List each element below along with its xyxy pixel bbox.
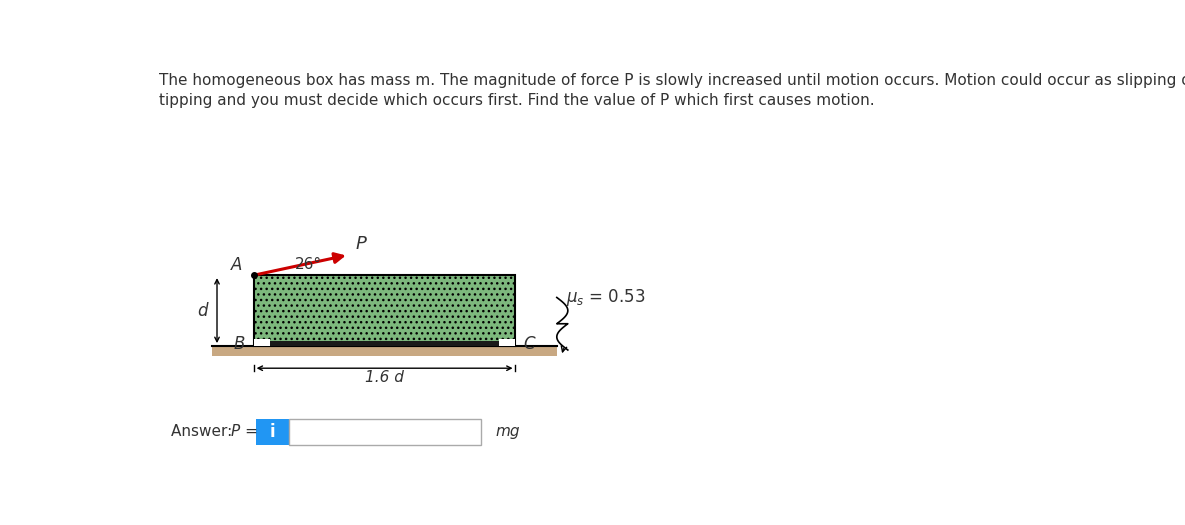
Bar bbox=[499, 339, 515, 346]
Text: i: i bbox=[270, 423, 275, 441]
Text: The homogeneous box has mass m. The magnitude of force P is slowly increased unt: The homogeneous box has mass m. The magn… bbox=[159, 73, 1185, 88]
Text: tipping and you must decide which occurs first. Find the value of P which first : tipping and you must decide which occurs… bbox=[159, 93, 875, 108]
Text: d: d bbox=[198, 301, 207, 320]
Text: P: P bbox=[356, 235, 366, 253]
Text: $\mu_s$ = 0.53: $\mu_s$ = 0.53 bbox=[566, 287, 646, 308]
Text: 1.6 d: 1.6 d bbox=[365, 370, 404, 385]
Text: 26°: 26° bbox=[295, 257, 322, 272]
Text: P =: P = bbox=[231, 424, 257, 439]
Text: Answer:: Answer: bbox=[171, 424, 237, 439]
Bar bbox=[254, 275, 515, 346]
Text: mg: mg bbox=[495, 424, 520, 439]
Text: B: B bbox=[233, 335, 244, 353]
Bar bbox=[212, 346, 557, 356]
Text: A: A bbox=[231, 256, 243, 275]
Bar bbox=[256, 419, 289, 445]
Bar bbox=[254, 339, 270, 346]
Text: C: C bbox=[523, 335, 534, 353]
Bar bbox=[254, 341, 515, 346]
Bar bbox=[289, 419, 481, 445]
